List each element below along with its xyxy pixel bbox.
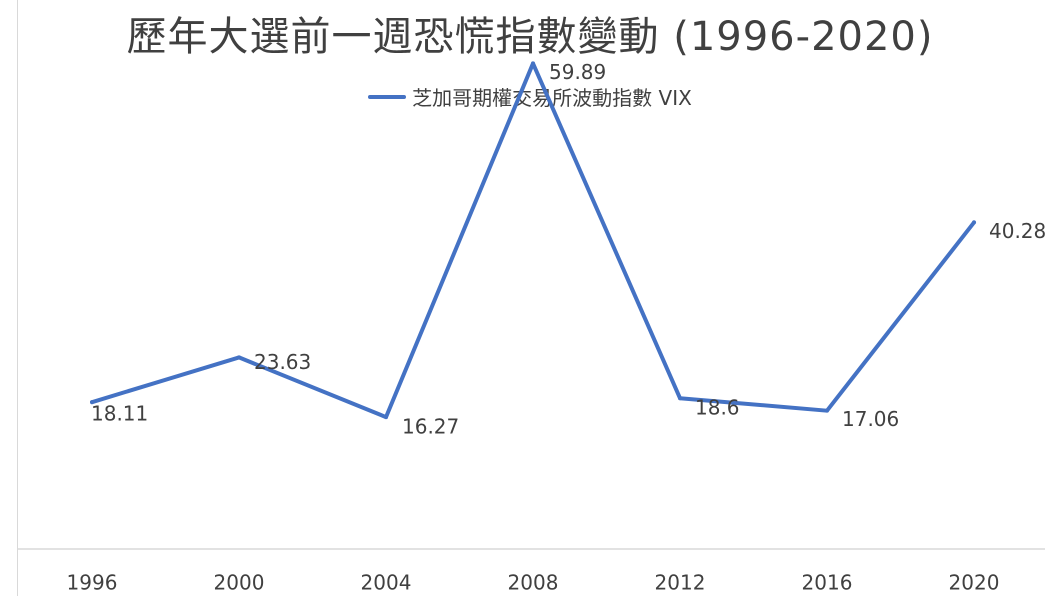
data-point-2020[interactable] (972, 220, 976, 225)
data-point-2016[interactable] (825, 408, 829, 413)
x-tick-label-2020: 2020 (949, 571, 1000, 595)
data-label-2004: 16.27 (402, 415, 459, 439)
chart-title: 歷年大選前一週恐慌指數變動 (1996-2020) (126, 14, 934, 60)
data-point-1996[interactable] (90, 400, 94, 405)
x-tick-label-2016: 2016 (802, 571, 853, 595)
data-point-2008[interactable] (531, 61, 535, 66)
chart-border (17, 0, 18, 596)
x-tick-group: 1996 2000 2004 2008 2012 2016 2020 (67, 571, 1000, 595)
data-point-2004[interactable] (384, 415, 388, 420)
data-label-2020: 40.28 (989, 219, 1046, 243)
x-tick-label-2012: 2012 (655, 571, 706, 595)
x-tick-label-2008: 2008 (508, 571, 559, 595)
data-label-2000: 23.63 (254, 350, 311, 374)
data-point-2012[interactable] (678, 396, 682, 401)
data-label-2016: 17.06 (842, 407, 899, 431)
series-group (90, 61, 976, 420)
x-tick-label-2000: 2000 (214, 571, 265, 595)
legend-swatch (368, 94, 407, 99)
data-label-2012: 18.6 (695, 396, 740, 420)
data-label-group: 18.11 23.63 16.27 59.89 18.6 17.06 40.28 (91, 60, 1046, 439)
series-line-vix[interactable] (90, 61, 976, 420)
data-label-1996: 18.11 (91, 402, 148, 426)
x-tick-label-2004: 2004 (361, 571, 412, 595)
x-tick-label-1996: 1996 (67, 571, 118, 595)
data-point-2000[interactable] (237, 355, 241, 360)
data-label-2008: 59.89 (549, 60, 606, 84)
